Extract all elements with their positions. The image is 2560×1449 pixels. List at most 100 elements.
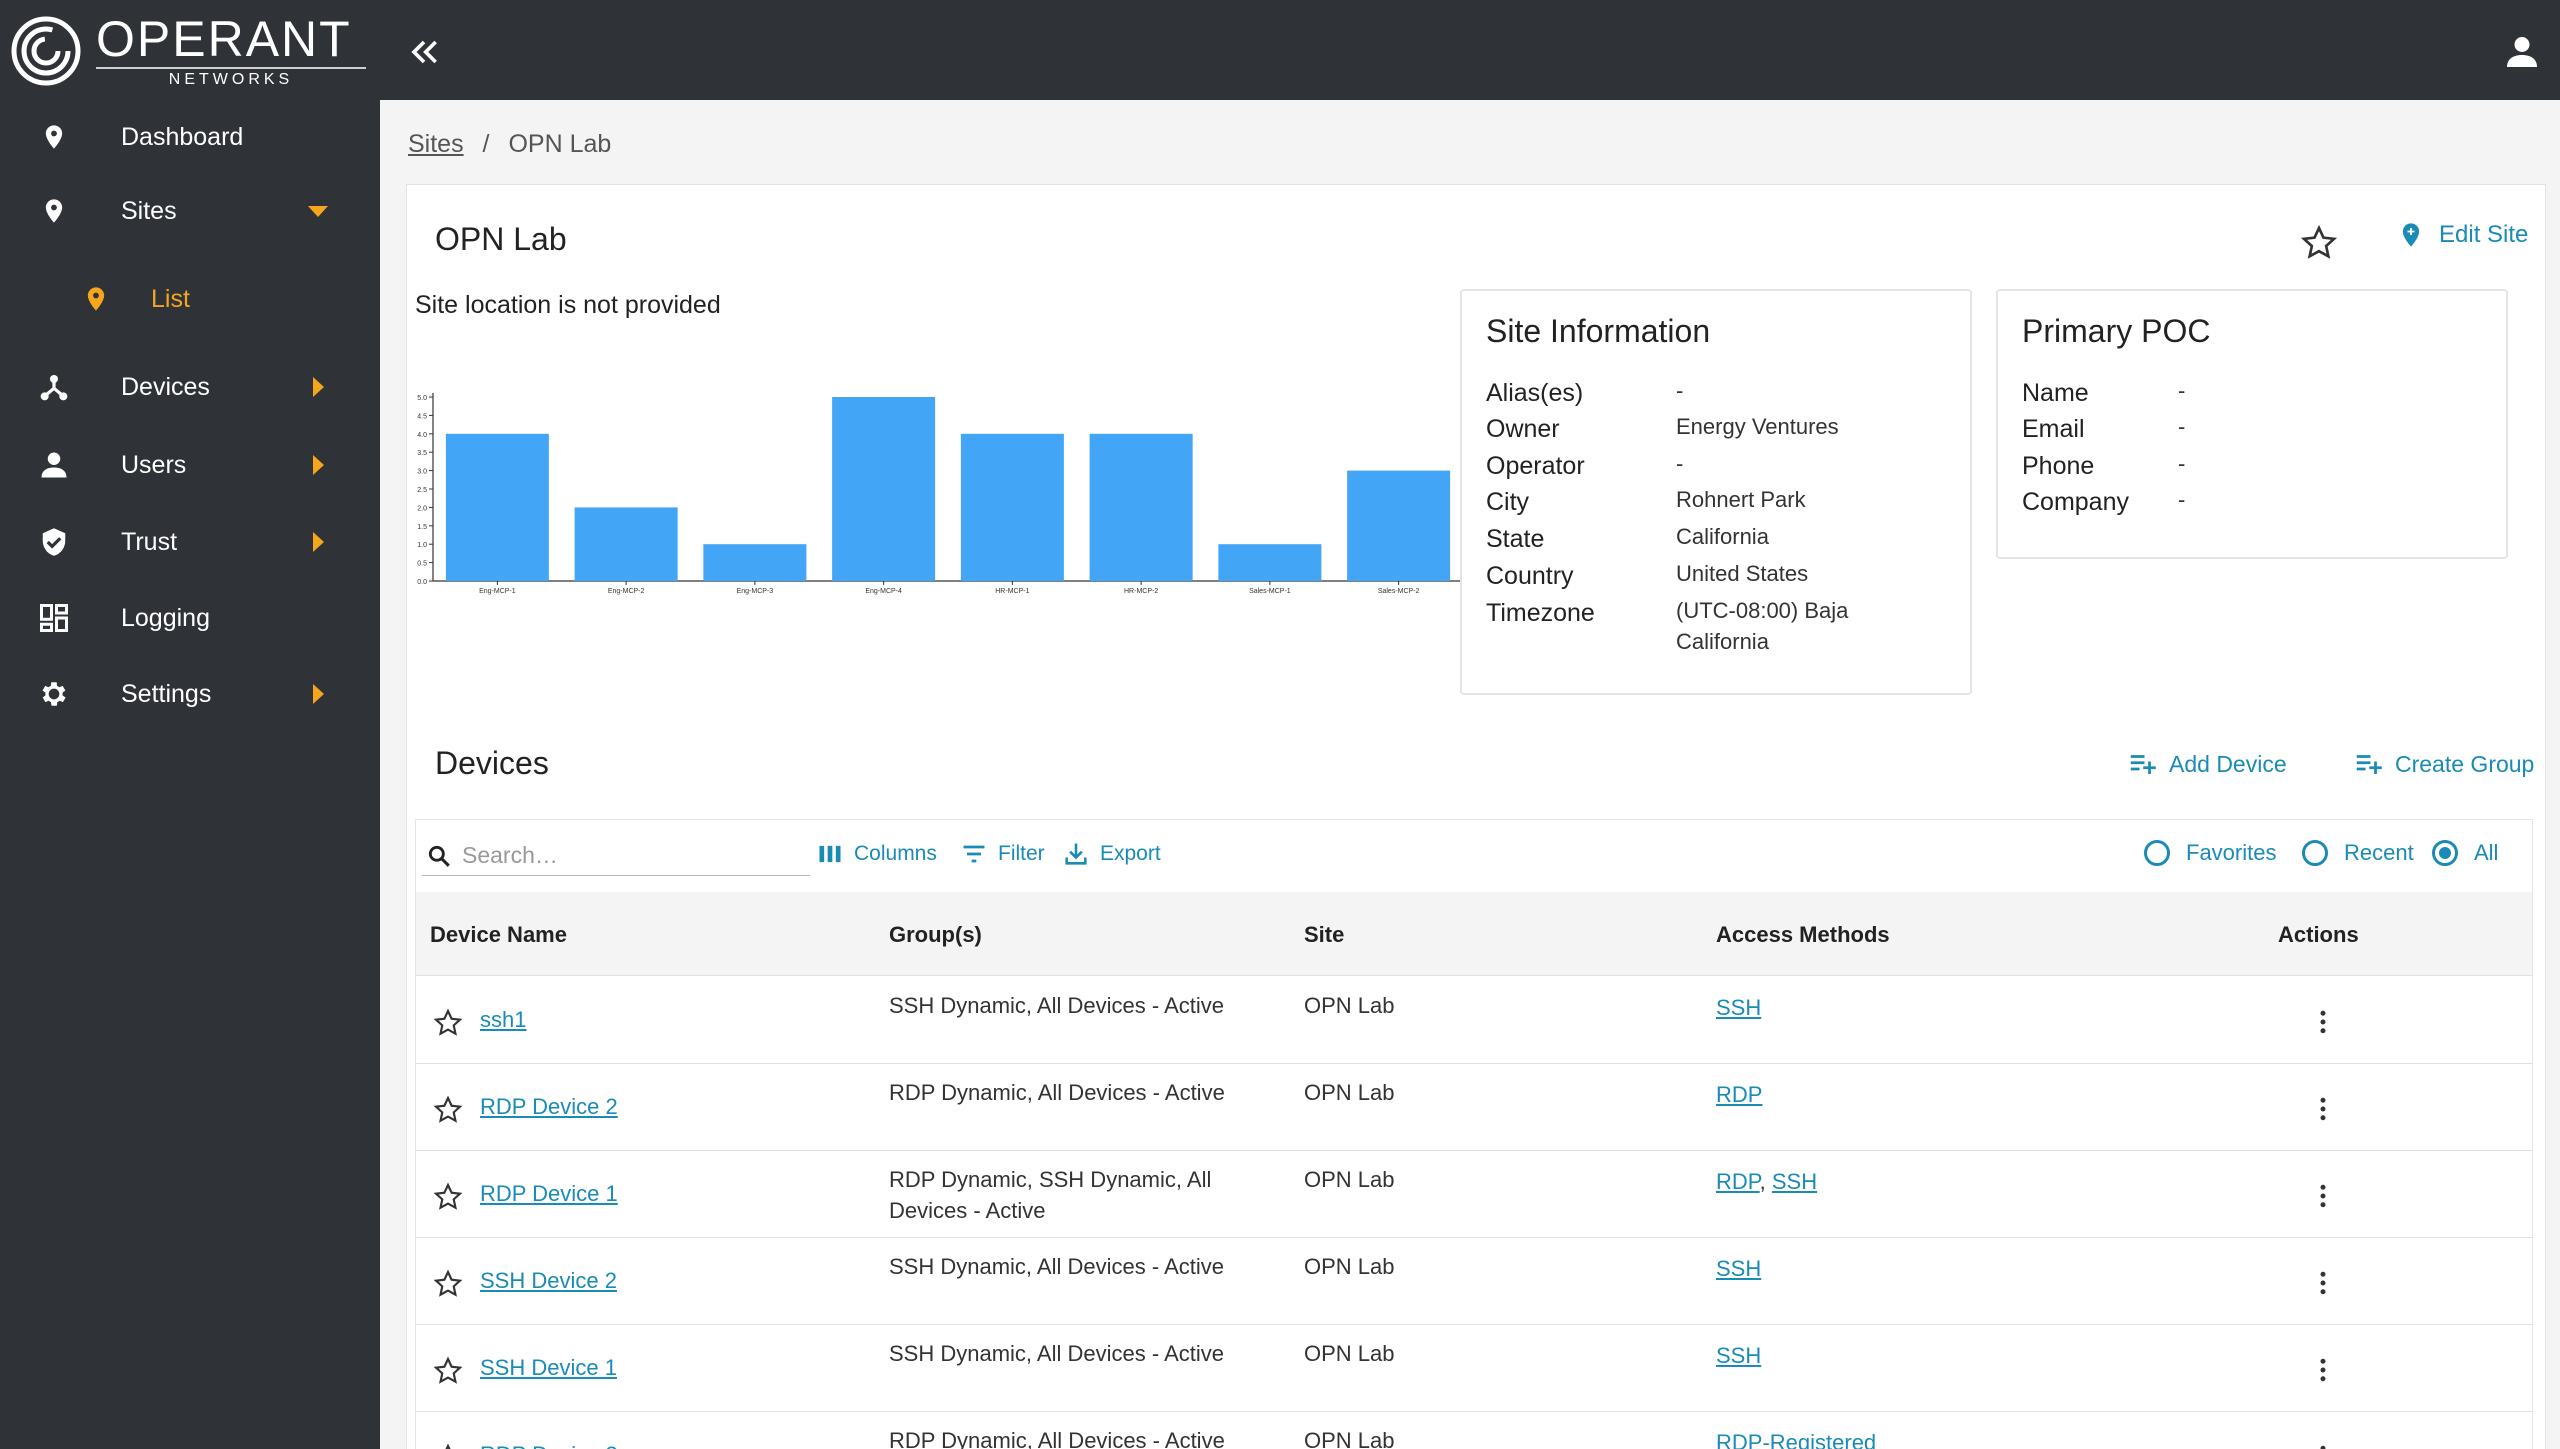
playlist-add-icon	[2356, 755, 2382, 774]
column-header-groups[interactable]: Group(s)	[889, 922, 982, 947]
favorite-star-icon[interactable]	[432, 1442, 464, 1449]
device-name-link[interactable]: RDP Device 2	[480, 1094, 618, 1119]
access-method-link[interactable]: SSH	[1716, 1343, 1762, 1368]
sidebar-item-label: List	[151, 284, 190, 313]
favorite-star-icon[interactable]	[2299, 223, 2339, 263]
chart-x-tick-label: Sales-MCP-1	[1249, 588, 1291, 595]
info-value-country: United States	[1676, 561, 1809, 586]
filter-radio-favorites[interactable]: Favorites	[2144, 840, 2276, 866]
site-info-title: Site Information	[1486, 313, 1711, 349]
sidebar-item-settings[interactable]: Settings	[4, 664, 380, 724]
device-name-link[interactable]: RDP Device 1	[480, 1181, 618, 1206]
site-info-panel: Site Information Alias(es) - Owner Energ…	[1460, 289, 1972, 695]
caret-right-icon[interactable]	[306, 682, 330, 706]
info-label-country: Country	[1486, 562, 1574, 590]
device-name-link[interactable]: ssh1	[480, 1007, 527, 1032]
more-actions-icon[interactable]	[2308, 1355, 2338, 1385]
access-method-link[interactable]: RDP	[1716, 1169, 1760, 1194]
caret-right-icon[interactable]	[306, 530, 330, 554]
sidebar-item-devices[interactable]: Devices	[4, 357, 380, 417]
search-input[interactable]	[462, 842, 792, 869]
info-value-aliases: -	[1676, 378, 1684, 403]
access-method-link[interactable]: SSH	[1771, 1169, 1818, 1194]
sidebar-item-users[interactable]: Users	[4, 435, 380, 495]
access-method-link[interactable]: SSH	[1716, 1256, 1762, 1281]
device-name-link[interactable]: RDP Device 3	[480, 1442, 618, 1449]
edit-site-button[interactable]: Edit Site	[2397, 221, 2528, 249]
caret-right-icon[interactable]	[306, 375, 330, 399]
map-pin-icon	[36, 193, 72, 229]
table-row[interactable]: SSH Device 2 SSH Dynamic, All Devices - A…	[416, 1238, 2532, 1325]
device-groups: RDP Dynamic, SSH Dynamic, All Devices - …	[889, 1167, 1212, 1223]
columns-button[interactable]: Columns	[816, 840, 937, 868]
brand-logo[interactable]: OPERANT NETWORKS	[10, 12, 370, 90]
more-actions-icon[interactable]	[2308, 1094, 2338, 1124]
column-header-access[interactable]: Access Methods	[1716, 922, 1890, 947]
create-group-button[interactable]: Create Group	[2353, 749, 2534, 779]
radio-label: All	[2474, 840, 2499, 865]
favorite-star-icon[interactable]	[432, 1268, 464, 1300]
table-row[interactable]: RDP Device 3 RDP Dynamic, All Devices - A…	[416, 1412, 2532, 1449]
favorite-star-icon[interactable]	[432, 1181, 464, 1213]
sidebar-item-list[interactable]: List	[4, 269, 380, 329]
sidebar-item-logging[interactable]: Logging	[4, 588, 380, 648]
info-label-state: State	[1486, 525, 1545, 553]
account-icon[interactable]	[2504, 34, 2540, 70]
chart-bar	[832, 397, 936, 581]
sidebar-item-trust[interactable]: Trust	[4, 512, 380, 572]
more-actions-icon[interactable]	[2308, 1442, 2338, 1449]
gear-icon	[36, 676, 72, 712]
collapse-sidebar-icon[interactable]	[404, 32, 444, 72]
column-header-device-name[interactable]: Device Name	[430, 922, 567, 947]
chart-y-tick-label: 1.5	[417, 524, 427, 531]
favorite-star-icon[interactable]	[432, 1007, 464, 1039]
access-method-link[interactable]: SSH	[1716, 995, 1762, 1020]
favorite-star-icon[interactable]	[432, 1094, 464, 1126]
device-site: OPN Lab	[1304, 993, 1395, 1018]
device-name-link[interactable]: SSH Device 2	[480, 1268, 617, 1293]
caret-down-icon[interactable]	[306, 199, 330, 223]
more-actions-icon[interactable]	[2308, 1007, 2338, 1037]
table-row[interactable]: SSH Device 1 SSH Dynamic, All Devices - A…	[416, 1325, 2532, 1412]
radio-icon	[2302, 840, 2328, 866]
device-bar-chart: 0.0 0.5 1.0 1.5 2.0 2.5 3.0 3.5 4.0 4.5 5.0 Eng-MCP…	[417, 393, 1463, 595]
add-device-button[interactable]: Add Device	[2127, 749, 2287, 779]
poc-value-company: -	[2178, 487, 2186, 512]
access-methods: RDP-Registered	[1716, 1427, 1876, 1449]
table-row[interactable]: RDP Device 2 RDP Dynamic, All Devices - A…	[416, 1064, 2532, 1151]
info-value-owner: Energy Ventures	[1676, 414, 1839, 439]
breadcrumb-current: OPN Lab	[508, 130, 612, 158]
favorite-star-icon[interactable]	[432, 1355, 464, 1387]
radio-icon	[2144, 840, 2170, 866]
info-label-operator: Operator	[1486, 452, 1585, 480]
radio-label: Recent	[2344, 840, 2414, 865]
access-method-link[interactable]: RDP	[1716, 1082, 1763, 1107]
more-actions-icon[interactable]	[2308, 1268, 2338, 1298]
more-actions-icon[interactable]	[2308, 1181, 2338, 1211]
info-label-city: City	[1486, 488, 1530, 516]
caret-right-icon[interactable]	[306, 453, 330, 477]
sidebar: OPERANT NETWORKS Dashboard Sites List	[4, 4, 380, 1449]
filter-radio-all[interactable]: All	[2432, 840, 2498, 866]
sidebar-item-dashboard[interactable]: Dashboard	[4, 107, 380, 167]
chart-bar	[574, 507, 678, 581]
person-icon	[36, 447, 72, 483]
device-site: OPN Lab	[1304, 1167, 1395, 1192]
device-name-link[interactable]: SSH Device 1	[480, 1355, 617, 1380]
poc-label-email: Email	[2022, 415, 2085, 443]
breadcrumb-link-sites[interactable]: Sites	[408, 130, 464, 158]
export-button[interactable]: Export	[1062, 840, 1161, 868]
access-method-link[interactable]: RDP-Registered	[1716, 1430, 1877, 1449]
table-row[interactable]: RDP Device 1 RDP Dynamic, SSH Dynamic, Al…	[416, 1151, 2532, 1238]
filter-button[interactable]: Filter	[960, 840, 1045, 868]
chart-bar	[960, 433, 1064, 581]
table-row[interactable]: ssh1 SSH Dynamic, All Devices - Active OPN…	[416, 977, 2532, 1064]
column-header-site[interactable]: Site	[1304, 922, 1345, 947]
chart-x-tick-label: Sales-MCP-2	[1378, 588, 1420, 595]
poc-value-name: -	[2178, 378, 2186, 403]
filter-radio-recent[interactable]: Recent	[2302, 840, 2414, 866]
info-value-operator: -	[1676, 451, 1684, 476]
map-pin-icon	[78, 281, 114, 317]
device-site: OPN Lab	[1304, 1080, 1395, 1105]
sidebar-item-sites[interactable]: Sites	[4, 181, 380, 241]
